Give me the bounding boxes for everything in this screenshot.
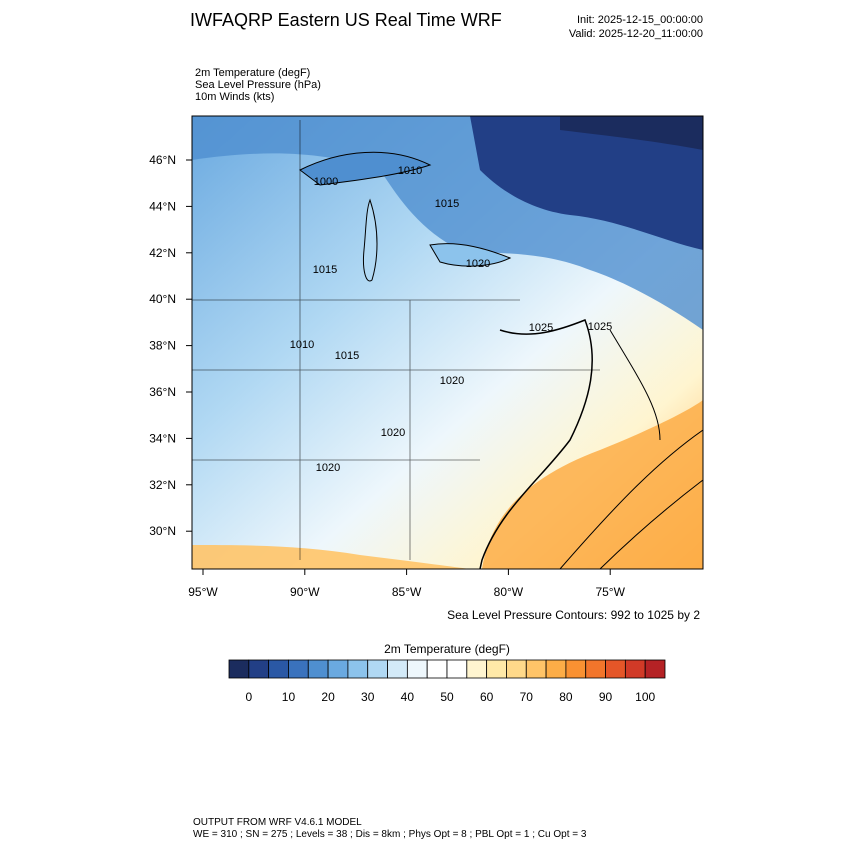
contour-label: 1015: [335, 350, 359, 362]
warm-ocean: [482, 400, 703, 569]
footer-line: WE = 310 ; SN = 275 ; Levels = 38 ; Dis …: [193, 829, 587, 840]
isobars: [559, 329, 703, 569]
contour-label: 1020: [440, 375, 464, 387]
field-label: Sea Level Pressure (hPa): [195, 79, 321, 91]
colorbar-label: 50: [440, 690, 454, 704]
colorbar-box: [486, 659, 507, 679]
lon-label: 80°W: [494, 585, 524, 599]
colorbar-box: [327, 659, 349, 679]
colorbar-label: 100: [635, 690, 655, 704]
lat-label: 44°N: [149, 199, 176, 213]
lat-label: 42°N: [149, 246, 176, 260]
lake-michigan: [363, 198, 378, 282]
colorbar-label: 30: [361, 690, 375, 704]
colorbar-label: 0: [245, 690, 252, 704]
coastline: [479, 319, 593, 569]
lat-label: 34°N: [149, 431, 176, 445]
contour-label: 1015: [313, 264, 337, 276]
colorbar-box: [605, 659, 626, 679]
colorbar-label: 70: [520, 690, 534, 704]
colorbar-box: [248, 659, 270, 679]
colorbar-box: [585, 659, 606, 679]
colorbar-box: [525, 659, 547, 679]
colorbar-label: 80: [559, 690, 573, 704]
colorbar-label: 60: [480, 690, 494, 704]
valid-time: Valid: 2025-12-20_11:00:00: [569, 28, 703, 40]
lat-label: 36°N: [149, 385, 176, 399]
colorbar-label: 20: [321, 690, 335, 704]
lon-label: 95°W: [188, 585, 218, 599]
lon-label: 85°W: [392, 585, 422, 599]
colorbar-box: [307, 659, 329, 679]
lat-label: 38°N: [149, 339, 176, 353]
colorbar-label: 90: [599, 690, 613, 704]
contour-label: 1000: [314, 176, 338, 188]
colorbar-box: [387, 659, 408, 679]
colorbar-box: [288, 659, 309, 679]
lat-label: 46°N: [149, 153, 176, 167]
colorbar-box: [466, 659, 488, 679]
contour-label: 1025: [529, 322, 553, 334]
contour-label: 1010: [398, 165, 422, 177]
contour-label: 1025: [588, 321, 612, 333]
colorbar-box: [446, 659, 468, 679]
state-borders: [192, 120, 600, 560]
coldest-region: [560, 116, 703, 150]
colorbar-title: 2m Temperature (degF): [384, 642, 510, 656]
colorbar-label: 40: [401, 690, 415, 704]
colorbar-box: [506, 659, 527, 679]
lake-superior: [299, 151, 432, 186]
contour-caption: Sea Level Pressure Contours: 992 to 1025…: [447, 608, 700, 622]
very-cold-region: [470, 116, 703, 250]
footer-line: OUTPUT FROM WRF V4.6.1 MODEL: [193, 817, 362, 828]
contour-label: 1020: [381, 427, 405, 439]
contour-label: 1010: [290, 339, 314, 351]
gulf-warm: [192, 545, 470, 569]
colorbar-box: [347, 659, 369, 679]
lake-erie: [429, 243, 512, 267]
contour-label: 1015: [435, 198, 459, 210]
map-field: [192, 116, 703, 569]
lat-label: 32°N: [149, 478, 176, 492]
init-time: Init: 2025-12-15_00:00:00: [577, 14, 703, 26]
contour-label: 1020: [466, 258, 490, 270]
colorbar-box: [644, 659, 666, 679]
map-frame: [191, 115, 704, 570]
colorbar-box: [228, 659, 250, 679]
lon-label: 75°W: [595, 585, 625, 599]
colorbar-box: [367, 659, 388, 679]
lon-label: 90°W: [290, 585, 320, 599]
colorbar-box: [406, 659, 428, 679]
lat-label: 40°N: [149, 292, 176, 306]
colorbar-box: [268, 659, 289, 679]
lat-label: 30°N: [149, 524, 176, 538]
colorbar-label: 10: [282, 690, 296, 704]
colorbar-box: [426, 659, 448, 679]
colorbar-box: [565, 659, 587, 679]
colorbar-box: [624, 659, 646, 679]
field-label: 10m Winds (kts): [195, 91, 274, 103]
contour-label: 1020: [316, 462, 340, 474]
title: IWFAQRP Eastern US Real Time WRF: [190, 10, 502, 30]
field-label: 2m Temperature (degF): [195, 67, 310, 79]
colorbar-box: [545, 659, 567, 679]
